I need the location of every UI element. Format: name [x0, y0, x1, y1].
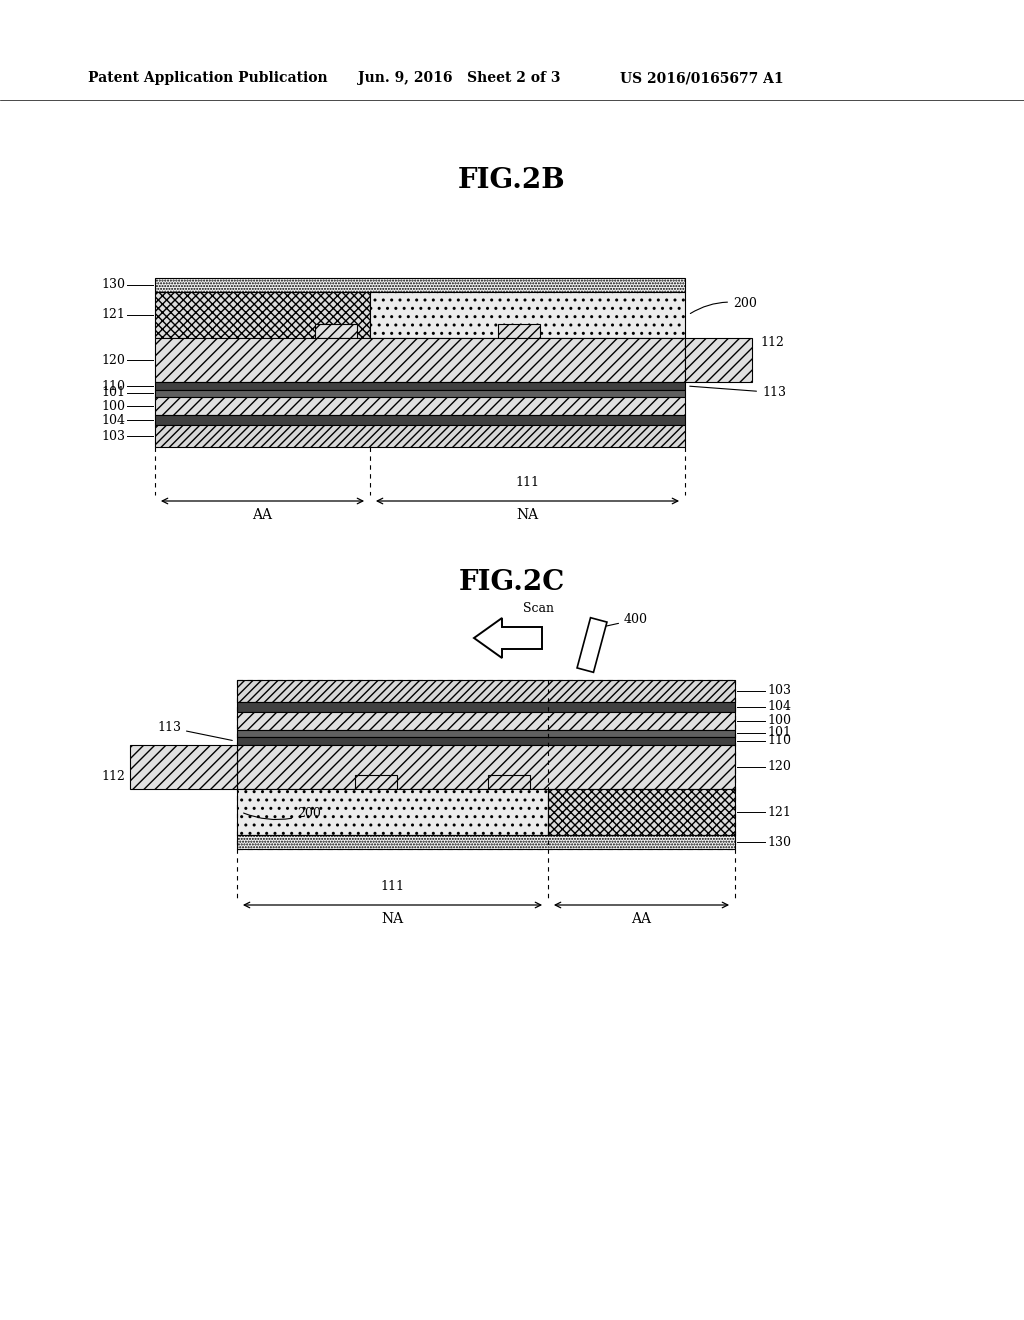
Text: 400: 400: [605, 612, 648, 627]
Text: 110: 110: [101, 380, 125, 392]
Bar: [370, 292, 685, 338]
Text: 101: 101: [767, 726, 791, 739]
Bar: [155, 292, 370, 338]
Text: AA: AA: [631, 912, 651, 927]
Bar: [685, 338, 752, 381]
Text: 121: 121: [101, 309, 125, 322]
Bar: [237, 680, 735, 702]
Bar: [237, 711, 735, 730]
Bar: [237, 789, 548, 836]
Bar: [548, 789, 735, 836]
Text: NA: NA: [381, 912, 403, 927]
FancyArrow shape: [474, 618, 542, 657]
Text: 130: 130: [101, 279, 125, 292]
Text: Jun. 9, 2016   Sheet 2 of 3: Jun. 9, 2016 Sheet 2 of 3: [358, 71, 560, 84]
Bar: [237, 836, 735, 849]
Text: NA: NA: [516, 508, 538, 521]
Polygon shape: [578, 618, 607, 672]
Text: US 2016/0165677 A1: US 2016/0165677 A1: [620, 71, 783, 84]
Text: 111: 111: [515, 477, 539, 490]
Bar: [237, 730, 735, 737]
Text: FIG.2C: FIG.2C: [459, 569, 565, 597]
Bar: [315, 323, 357, 338]
Text: 130: 130: [767, 836, 791, 849]
Text: 103: 103: [101, 429, 125, 442]
Bar: [155, 279, 685, 292]
Text: 112: 112: [101, 771, 125, 784]
Text: 113: 113: [157, 721, 232, 741]
Bar: [237, 702, 735, 711]
Text: 101: 101: [101, 387, 125, 400]
Bar: [498, 323, 540, 338]
Bar: [155, 389, 685, 397]
Bar: [155, 338, 685, 381]
Text: 200: 200: [690, 297, 757, 314]
Text: 104: 104: [101, 413, 125, 426]
Text: 121: 121: [767, 805, 791, 818]
Text: 100: 100: [767, 714, 791, 727]
Text: FIG.2B: FIG.2B: [458, 166, 566, 194]
Text: 111: 111: [380, 880, 404, 894]
Bar: [155, 397, 685, 414]
Bar: [155, 425, 685, 447]
Bar: [488, 775, 530, 789]
Text: Scan: Scan: [523, 602, 555, 615]
Text: AA: AA: [252, 508, 272, 521]
Bar: [155, 414, 685, 425]
Text: 200: 200: [244, 807, 321, 820]
Text: 112: 112: [760, 335, 784, 348]
Text: 104: 104: [767, 701, 791, 714]
Text: 110: 110: [767, 734, 791, 747]
Text: 113: 113: [690, 385, 786, 399]
Bar: [237, 744, 735, 789]
Text: 120: 120: [767, 760, 791, 774]
Bar: [130, 744, 237, 789]
Bar: [155, 381, 685, 389]
Text: 103: 103: [767, 685, 791, 697]
Bar: [355, 775, 397, 789]
Text: Patent Application Publication: Patent Application Publication: [88, 71, 328, 84]
Text: 120: 120: [101, 354, 125, 367]
Bar: [237, 737, 735, 744]
Text: 100: 100: [101, 400, 125, 412]
